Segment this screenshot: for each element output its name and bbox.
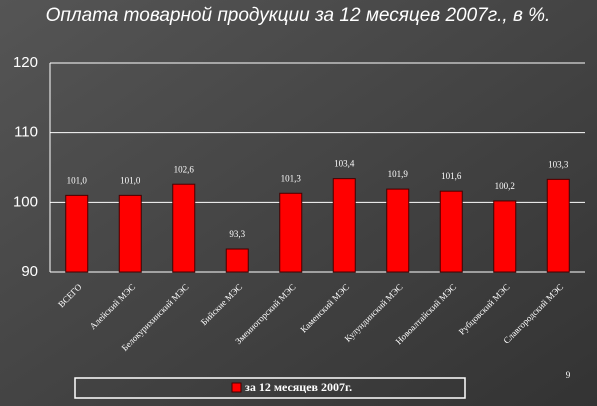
value-label: 101,6 (441, 171, 462, 181)
legend-label: за 12 месяцев 2007г. (245, 380, 352, 394)
legend-swatch (231, 382, 242, 393)
value-label: 103,3 (548, 159, 569, 169)
bar (172, 183, 196, 273)
value-label: 101,9 (388, 169, 409, 179)
y-tick-label: 120 (13, 54, 38, 71)
chart-title: Оплата товарной продукции за 12 месяцев … (46, 5, 551, 26)
value-label: 101,0 (120, 175, 141, 185)
value-label: 103,4 (334, 159, 355, 169)
bar (546, 178, 570, 273)
bar (65, 194, 89, 273)
bar (118, 194, 142, 273)
bar (386, 188, 410, 273)
bar (439, 190, 463, 273)
legend-box (74, 377, 466, 399)
bar (493, 200, 517, 273)
bar (279, 192, 303, 273)
value-label: 93,3 (229, 229, 245, 239)
bar (332, 178, 356, 273)
value-label: 101,3 (281, 173, 302, 183)
y-tick-label: 100 (13, 193, 38, 210)
value-label: 101,0 (67, 175, 88, 185)
value-label: 100,2 (495, 181, 515, 191)
y-tick-label: 90 (21, 263, 38, 280)
value-label: 102,6 (174, 164, 195, 174)
y-tick-label: 110 (14, 124, 38, 141)
page-number: 9 (566, 370, 571, 380)
bar (225, 248, 249, 273)
